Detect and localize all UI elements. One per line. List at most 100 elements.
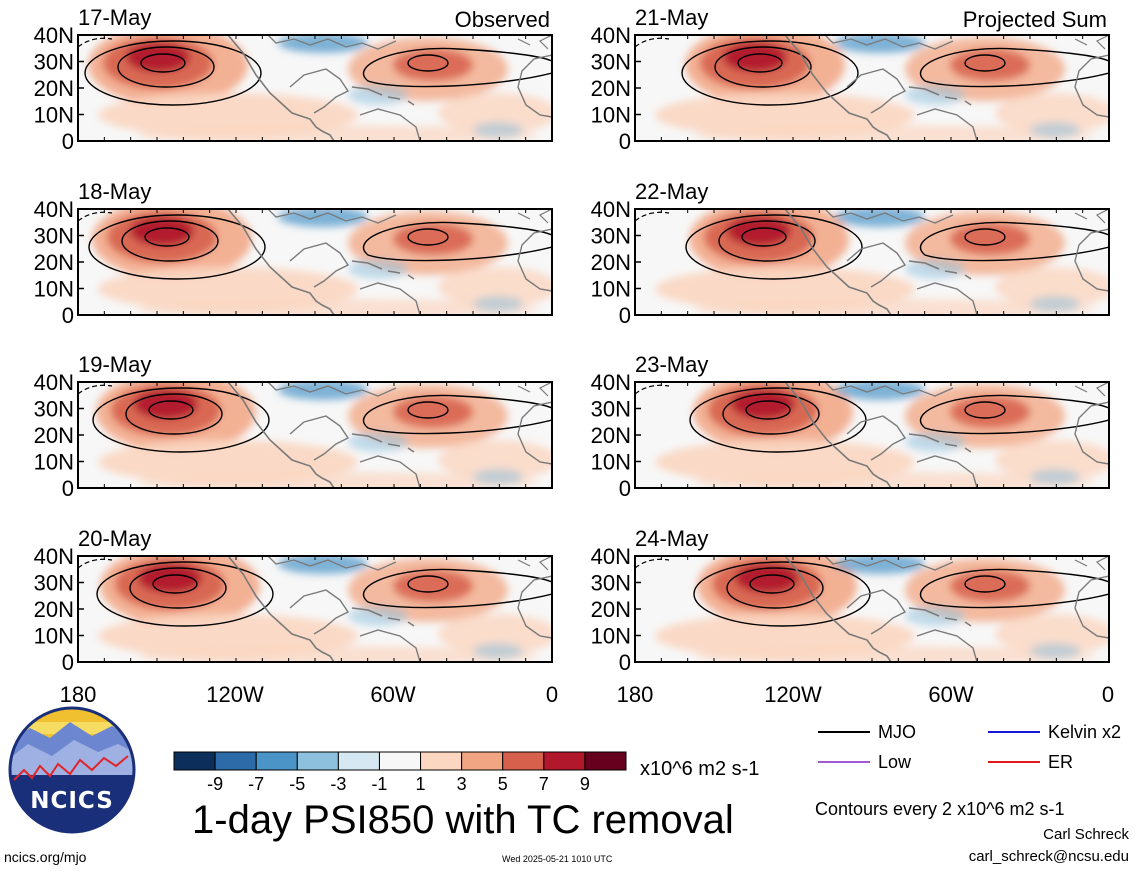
mjo-contours bbox=[78, 384, 552, 453]
legend-label: ER bbox=[1048, 752, 1073, 772]
contour-note: Contours every 2 x10^6 m2 s-1 bbox=[815, 799, 1065, 819]
lon-tick-label: 180 bbox=[617, 682, 654, 707]
psi-field bbox=[635, 209, 1109, 315]
panel-date-label: 24-May bbox=[635, 526, 708, 551]
colorbar-swatch bbox=[420, 751, 463, 771]
mjo-contours bbox=[78, 37, 552, 106]
legend-item: MJO bbox=[818, 722, 916, 742]
colorbar-swatch bbox=[296, 751, 339, 771]
colorbar-swatch bbox=[461, 751, 504, 771]
colorbar: -9 -7 -5 -3 -1 1 3 5 7 9 bbox=[173, 751, 627, 794]
panel-date-label: 22-May bbox=[635, 179, 708, 204]
coastlines bbox=[227, 382, 552, 488]
colorbar-tick-label: -1 bbox=[371, 774, 387, 794]
lat-tick-label: 40N bbox=[34, 23, 74, 48]
lat-tick-label: 30N bbox=[34, 50, 74, 75]
lat-tick-label: 0 bbox=[619, 303, 631, 328]
lon-tick-label: 0 bbox=[546, 682, 558, 707]
coastlines bbox=[784, 556, 1109, 662]
panel-date-label: 20-May bbox=[78, 526, 151, 551]
lat-tick-label: 30N bbox=[591, 397, 631, 422]
lon-tick-label: 120W bbox=[764, 682, 822, 707]
colorbar-swatch bbox=[378, 751, 422, 771]
lat-tick-label: 10N bbox=[591, 624, 631, 649]
legend-item: Low bbox=[818, 752, 912, 772]
lat-tick-label: 40N bbox=[34, 370, 74, 395]
legend-label: MJO bbox=[878, 722, 916, 742]
psi-field bbox=[78, 35, 552, 141]
lat-tick-label: 0 bbox=[619, 476, 631, 501]
colorbar-tick-label: 1 bbox=[416, 774, 426, 794]
lat-tick-label: 10N bbox=[34, 277, 74, 302]
colorbar-tick-label: 9 bbox=[580, 774, 590, 794]
lat-tick-label: 40N bbox=[34, 197, 74, 222]
colorbar-units: x10^6 m2 s-1 bbox=[640, 758, 760, 780]
psi-field bbox=[78, 556, 552, 662]
lon-axis-left: 180 120W 60W 0 bbox=[60, 682, 558, 707]
colorbar-swatch bbox=[337, 751, 380, 771]
website-url: ncics.org/mjo bbox=[4, 849, 87, 865]
author-name: Carl Schreck bbox=[1043, 826, 1129, 843]
lat-tick-label: 0 bbox=[62, 129, 74, 154]
colorbar-swatch bbox=[173, 751, 216, 771]
coastlines bbox=[784, 382, 1109, 488]
lat-tick-label: 30N bbox=[34, 397, 74, 422]
column-label: Observed bbox=[455, 7, 550, 32]
lat-tick-label: 20N bbox=[34, 423, 74, 448]
lat-tick-label: 20N bbox=[591, 597, 631, 622]
lat-tick-label: 20N bbox=[591, 423, 631, 448]
lat-tick-label: 40N bbox=[34, 544, 74, 569]
legend-item: Kelvin x2 bbox=[988, 722, 1121, 742]
lat-tick-label: 10N bbox=[34, 103, 74, 128]
lat-tick-label: 10N bbox=[34, 450, 74, 475]
lat-tick-label: 30N bbox=[34, 571, 74, 596]
lon-tick-label: 60W bbox=[370, 682, 415, 707]
ncics-logo: NCICS bbox=[8, 706, 136, 834]
lat-tick-label: 30N bbox=[591, 50, 631, 75]
author-email: carl_schreck@ncsu.edu bbox=[968, 848, 1129, 865]
legend-label: Low bbox=[878, 752, 912, 772]
lat-tick-label: 0 bbox=[619, 129, 631, 154]
panel-date-label: 17-May bbox=[78, 5, 151, 30]
mjo-contours bbox=[78, 211, 552, 280]
lat-tick-label: 20N bbox=[591, 250, 631, 275]
panel-date-label: 21-May bbox=[635, 5, 708, 30]
coastlines bbox=[227, 209, 552, 315]
timestamp: Wed 2025-05-21 1010 UTC bbox=[502, 854, 613, 864]
legend-item: ER bbox=[988, 752, 1073, 772]
panel-date-label: 23-May bbox=[635, 352, 708, 377]
lat-tick-label: 30N bbox=[34, 224, 74, 249]
lat-tick-label: 20N bbox=[591, 76, 631, 101]
lon-axis-right: 180 120W 60W 0 bbox=[617, 682, 1114, 707]
psi-field bbox=[635, 556, 1109, 662]
colorbar-swatch bbox=[214, 751, 257, 771]
psi-field bbox=[635, 35, 1109, 141]
lat-tick-label: 40N bbox=[591, 370, 631, 395]
lon-tick-label: 0 bbox=[1102, 682, 1114, 707]
colorbar-tick-label: 5 bbox=[498, 774, 508, 794]
lat-tick-label: 40N bbox=[591, 197, 631, 222]
lon-tick-label: 120W bbox=[206, 682, 264, 707]
colorbar-tick-label: -9 bbox=[207, 774, 223, 794]
colorbar-swatch bbox=[543, 751, 586, 771]
figure-title: 1-day PSI850 with TC removal bbox=[192, 798, 734, 842]
lat-tick-label: 20N bbox=[34, 76, 74, 101]
psi-field bbox=[635, 382, 1109, 488]
mjo-contours bbox=[635, 211, 1109, 280]
colorbar-swatch bbox=[502, 751, 545, 771]
panel-date-label: 18-May bbox=[78, 179, 151, 204]
lat-tick-label: 40N bbox=[591, 544, 631, 569]
colorbar-swatch bbox=[255, 751, 298, 771]
coastlines bbox=[784, 35, 1109, 141]
colorbar-tick-label: 7 bbox=[539, 774, 549, 794]
lat-tick-label: 10N bbox=[591, 103, 631, 128]
colorbar-tick-label: 3 bbox=[457, 774, 467, 794]
lon-tick-label: 180 bbox=[60, 682, 97, 707]
